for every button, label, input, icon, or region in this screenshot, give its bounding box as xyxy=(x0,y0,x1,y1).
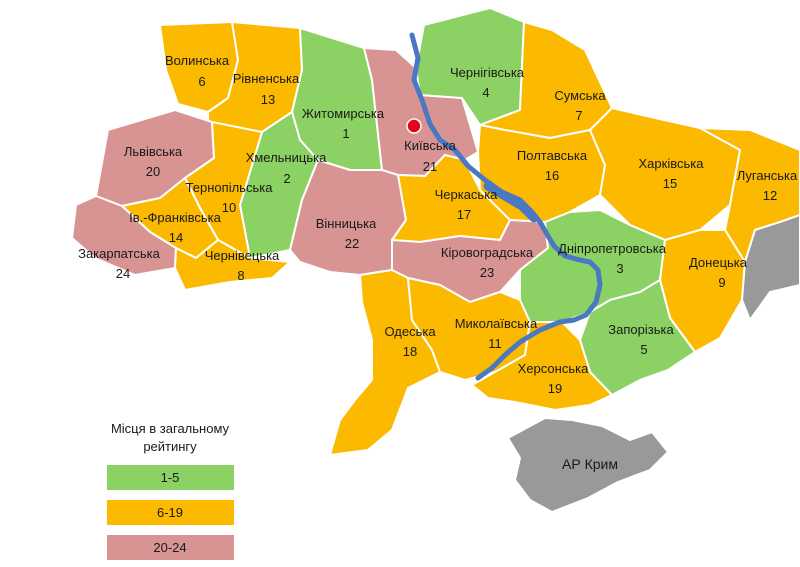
label-vinnytska-rank: 22 xyxy=(345,236,359,251)
dnipro-river xyxy=(409,32,603,381)
label-cherkaska-rank: 17 xyxy=(457,207,471,222)
label-odeska-rank: 18 xyxy=(403,344,417,359)
label-chernivetska-rank: 8 xyxy=(237,268,244,283)
label-sumska-rank: 7 xyxy=(575,108,582,123)
label-khmelnytska-name: Хмельницька xyxy=(246,150,327,165)
legend-label-orange: 6-19 xyxy=(157,505,183,520)
label-sumska-name: Сумська xyxy=(554,88,606,103)
legend-title-line1: Місця в загальному xyxy=(111,421,230,436)
label-lvivska-name: Львівська xyxy=(124,144,183,159)
label-odeska-name: Одеська xyxy=(384,324,436,339)
region-chernivetska[interactable] xyxy=(174,239,291,291)
label-khersonska-rank: 19 xyxy=(548,381,562,396)
label-ivfrankivska-rank: 14 xyxy=(169,230,183,245)
east-area-gray xyxy=(740,213,800,323)
region-khersonska[interactable] xyxy=(471,321,613,411)
label-crimea-name: АР Крим xyxy=(562,456,618,472)
label-kharkivska-name: Харківська xyxy=(639,156,705,171)
label-khersonska-name: Херсонська xyxy=(518,361,589,376)
label-dnipropetrovska-name: Дніпропетровська xyxy=(558,241,667,256)
label-poltavska-name: Полтавська xyxy=(517,148,588,163)
region-poltavska[interactable] xyxy=(477,124,606,223)
region-kharkivska[interactable] xyxy=(589,107,741,241)
legend: Місця в загальному рейтингу 1-5 6-19 20-… xyxy=(107,421,234,560)
label-mykolaivska-rank: 11 xyxy=(488,336,502,351)
label-kirovohradska-rank: 23 xyxy=(480,265,494,280)
label-kharkivska-rank: 15 xyxy=(663,176,677,191)
label-kyivska-name: Київська xyxy=(404,138,456,153)
label-dnipropetrovska-rank: 3 xyxy=(616,261,623,276)
kyiv-capital-marker[interactable] xyxy=(406,118,422,134)
river-reservoir xyxy=(483,181,539,223)
label-donetska-rank: 9 xyxy=(718,275,725,290)
regions-layer xyxy=(71,7,800,513)
label-donetska-name: Донецька xyxy=(689,255,748,270)
label-luhanska-name: Луганська xyxy=(737,168,798,183)
label-zhytomyrska-rank: 1 xyxy=(342,126,349,141)
label-zaporizka-name: Запорізька xyxy=(608,322,674,337)
label-mykolaivska-name: Миколаївська xyxy=(455,316,538,331)
label-ternopilska-name: Тернопільська xyxy=(186,180,274,195)
label-luhanska-rank: 12 xyxy=(763,188,777,203)
label-zhytomyrska-name: Житомирська xyxy=(302,106,385,121)
region-labels: Волинська 6 Рівненська 13 Житомирська 1 … xyxy=(78,53,798,472)
label-zaporizka-rank: 5 xyxy=(640,342,647,357)
label-zakarpatska-rank: 24 xyxy=(116,266,130,281)
label-chernihivska-name: Чернігівська xyxy=(450,65,525,80)
label-kirovohradska-name: Кіровоградська xyxy=(441,245,534,260)
label-rivnenska-name: Рівненська xyxy=(233,71,300,86)
legend-title-line2: рейтингу xyxy=(143,439,197,454)
river-lower xyxy=(475,319,563,381)
region-crimea[interactable] xyxy=(507,417,669,513)
label-volynska-name: Волинська xyxy=(165,53,230,68)
label-zakarpatska-name: Закарпатська xyxy=(78,246,161,261)
label-chernivetska-name: Чернівецька xyxy=(205,248,280,263)
label-cherkaska-name: Черкаська xyxy=(435,187,499,202)
legend-label-green: 1-5 xyxy=(161,470,180,485)
label-khmelnytska-rank: 2 xyxy=(283,171,290,186)
label-poltavska-rank: 16 xyxy=(545,168,559,183)
label-chernihivska-rank: 4 xyxy=(482,85,489,100)
label-vinnytska-name: Вінницька xyxy=(316,216,377,231)
legend-swatch-orange xyxy=(107,500,234,525)
label-lvivska-rank: 20 xyxy=(146,164,160,179)
legend-label-pink: 20-24 xyxy=(153,540,186,555)
legend-swatch-green xyxy=(107,465,234,490)
legend-swatch-pink xyxy=(107,535,234,560)
label-rivnenska-rank: 13 xyxy=(261,92,275,107)
label-ivfrankivska-name: Ів.-Франківська xyxy=(129,210,222,225)
label-kyivska-rank: 21 xyxy=(423,159,437,174)
label-ternopilska-rank: 10 xyxy=(222,200,236,215)
label-volynska-rank: 6 xyxy=(198,74,205,89)
